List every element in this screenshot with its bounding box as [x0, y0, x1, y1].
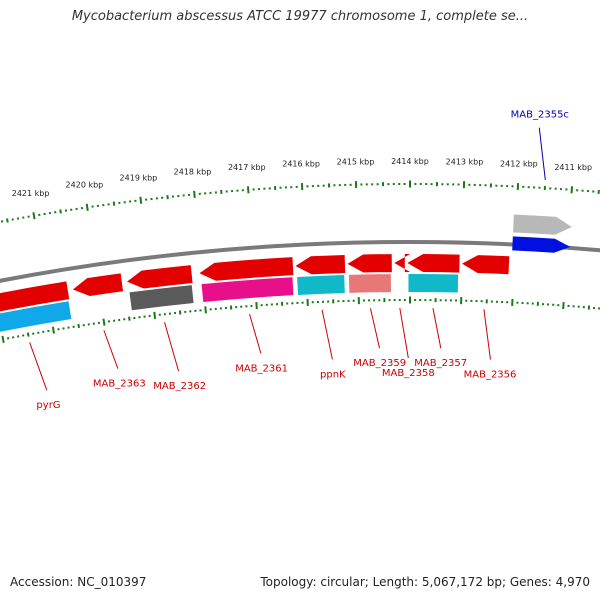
gene-label[interactable]: MAB_2358	[382, 368, 435, 379]
gene-arrow[interactable]	[513, 214, 572, 235]
scale-tick	[6, 218, 9, 223]
scale-tick	[51, 326, 55, 334]
scale-tick	[112, 201, 116, 206]
gene-label[interactable]: MAB_2355c	[511, 110, 569, 121]
gene-feature[interactable]	[72, 273, 124, 296]
scale-tick	[59, 209, 62, 214]
tick-label: 2418 kbp	[174, 168, 212, 177]
scale-tick	[153, 311, 157, 319]
scale-tick	[102, 318, 106, 326]
scale-tick	[255, 301, 258, 310]
gene-arrow[interactable]	[347, 254, 392, 273]
scale-tick	[32, 212, 36, 220]
scale-tick	[128, 316, 131, 321]
gene-label[interactable]: MAB_2359	[353, 358, 406, 369]
scale-tick	[570, 186, 574, 194]
scale-tick	[246, 186, 250, 194]
gene-product-band[interactable]	[0, 301, 72, 335]
gene-product-band[interactable]	[129, 285, 194, 311]
gene-feature[interactable]	[512, 214, 572, 253]
gene-arrow[interactable]	[462, 255, 510, 275]
gene-label[interactable]: pyrG	[36, 400, 60, 411]
gene-label[interactable]: MAB_2361	[235, 363, 288, 374]
outer-scale-track	[0, 180, 600, 223]
gene-leader-line	[399, 307, 409, 359]
inner-scale-track	[1, 296, 600, 343]
gene-arrow[interactable]	[72, 273, 124, 296]
tick-label: 2415 kbp	[337, 158, 375, 167]
gene-product-band[interactable]	[408, 273, 459, 293]
gene-arrow[interactable]	[199, 257, 294, 281]
genes-layer	[0, 214, 572, 335]
gene-feature[interactable]	[347, 254, 392, 293]
accession-text: Accession: NC_010397	[10, 575, 147, 589]
scale-tick	[26, 332, 30, 337]
gene-arrow[interactable]	[127, 265, 193, 289]
tick-label: 2417 kbp	[228, 163, 266, 172]
gene-leader-line	[29, 342, 48, 391]
tick-label: 2416 kbp	[282, 160, 320, 169]
gene-arrow[interactable]	[295, 254, 346, 275]
gene-label[interactable]: MAB_2357	[414, 358, 467, 369]
tick-label: 2419 kbp	[120, 173, 158, 182]
scale-tick	[193, 190, 196, 198]
gene-arrow[interactable]	[394, 254, 411, 273]
gene-label[interactable]: MAB_2356	[464, 370, 517, 381]
gene-leader-line	[321, 309, 333, 360]
gene-product-arrow[interactable]	[512, 236, 571, 253]
gene-feature[interactable]	[462, 255, 510, 275]
gene-leader-line	[483, 309, 491, 360]
gene-leader-line	[538, 127, 546, 181]
tick-label: 2411 kbp	[554, 163, 592, 172]
gene-product-band[interactable]	[348, 274, 391, 293]
gene-feature[interactable]	[0, 281, 72, 335]
scale-tick	[1, 335, 5, 343]
scale-tick	[77, 323, 80, 329]
map-title: Mycobacterium abscessus ATCC 19977 chrom…	[71, 9, 529, 24]
gene-feature[interactable]	[295, 254, 346, 295]
gene-label[interactable]: MAB_2363	[93, 379, 146, 390]
tick-label: 2421 kbp	[12, 189, 50, 198]
gene-feature[interactable]	[127, 265, 194, 311]
gene-leader-line	[249, 313, 262, 354]
tick-label: 2413 kbp	[446, 158, 484, 167]
gene-feature[interactable]	[407, 254, 460, 293]
tick-label: 2412 kbp	[500, 160, 538, 169]
gene-label[interactable]: MAB_2362	[153, 381, 206, 392]
tick-label: 2414 kbp	[391, 157, 429, 166]
tick-layer: 2421 kbp 2420 kbp 2419 kbp 2418 kbp 2417 kbp…	[12, 157, 592, 198]
gene-product-band[interactable]	[201, 277, 294, 303]
scale-tick	[204, 306, 207, 314]
gene-leader-line	[103, 330, 119, 369]
gene-labels-layer: MAB_2355c MAB_2356MAB_2357MAB_2358MAB_235…	[29, 110, 569, 411]
gene-arrow[interactable]	[407, 254, 460, 273]
scale-tick	[85, 203, 89, 211]
scale-tick	[139, 196, 143, 204]
gene-product-band[interactable]	[297, 275, 345, 295]
scale-tick	[562, 301, 565, 310]
gene-leader-line	[369, 308, 381, 349]
gene-leader-line	[432, 308, 442, 349]
genome-summary-text: Topology: circular; Length: 5,067,172 bp…	[260, 575, 590, 589]
gene-feature[interactable]	[394, 254, 411, 273]
gene-leader-line	[164, 322, 180, 372]
gene-label[interactable]: ppnK	[320, 369, 346, 380]
gene-feature[interactable]	[199, 257, 294, 303]
gene-arrow[interactable]	[0, 281, 70, 312]
tick-label: 2420 kbp	[66, 181, 104, 190]
